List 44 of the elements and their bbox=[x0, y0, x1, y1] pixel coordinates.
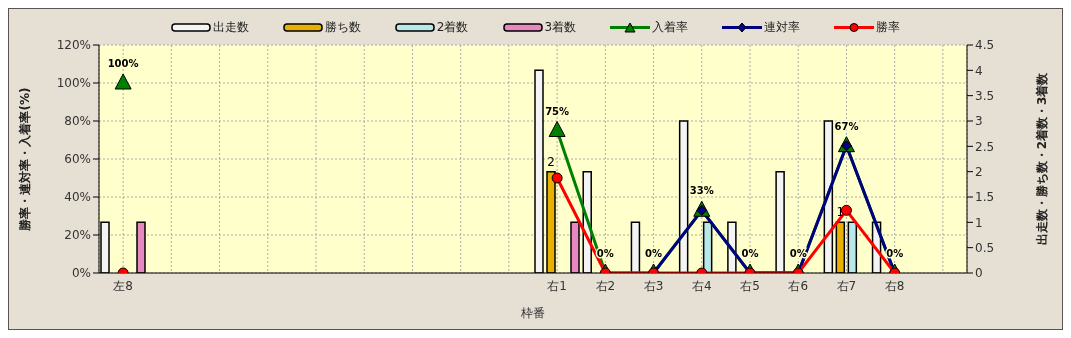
y2-tick-label: 1 bbox=[975, 215, 983, 230]
legend-label: 勝率 bbox=[876, 19, 901, 36]
y-axis-title: 勝率・連対率・入着率(%) bbox=[18, 87, 33, 232]
y2-axis-title: 出走数・勝ち数・2着数・3着数 bbox=[1035, 71, 1050, 246]
data-label: 33% bbox=[689, 185, 714, 197]
y2-tick-label: 3.5 bbox=[975, 88, 995, 103]
data-label: 1 bbox=[836, 205, 845, 220]
y2-tick-label: 4.5 bbox=[975, 38, 995, 53]
y2-tick-label: 1.5 bbox=[975, 190, 995, 205]
y-tick-label: 100% bbox=[56, 76, 91, 91]
legend-label: 入着率 bbox=[652, 19, 689, 36]
x-tick-label: 右6 bbox=[788, 278, 809, 293]
y-tick-label: 0% bbox=[71, 266, 91, 281]
x-tick-label: 右7 bbox=[836, 278, 857, 293]
y-tick-label: 20% bbox=[64, 228, 91, 243]
x-tick-label: 右2 bbox=[595, 278, 616, 293]
y2-tick-label: 0.5 bbox=[975, 240, 995, 255]
x-tick-label: 右5 bbox=[740, 278, 760, 293]
y-tick-label: 40% bbox=[64, 190, 91, 205]
data-label: 0% bbox=[741, 248, 759, 259]
y-tick-label: 60% bbox=[64, 152, 91, 167]
x-tick-label: 右8 bbox=[884, 278, 905, 293]
legend-label: 3着数 bbox=[544, 19, 577, 36]
legend-label: 連対率 bbox=[764, 19, 801, 36]
y2-tick-label: 2.5 bbox=[975, 139, 995, 154]
y-tick-label: 80% bbox=[64, 114, 91, 129]
y-tick-label: 120% bbox=[56, 38, 91, 53]
x-tick-label: 右3 bbox=[643, 278, 664, 293]
y2-tick-label: 2 bbox=[975, 164, 983, 179]
legend-label: 出走数 bbox=[212, 19, 249, 36]
x-tick-label: 右4 bbox=[691, 278, 712, 293]
data-label: 100% bbox=[107, 58, 139, 69]
x-tick-label: 左8 bbox=[113, 278, 133, 293]
data-label: 67% bbox=[834, 120, 859, 132]
data-label: 2 bbox=[547, 154, 555, 169]
x-axis-title: 枠番 bbox=[520, 306, 545, 320]
x-tick-label: 右1 bbox=[547, 278, 567, 293]
legend-label: 勝ち数 bbox=[324, 19, 361, 36]
y2-tick-label: 4 bbox=[975, 63, 983, 78]
legend-label: 2着数 bbox=[436, 19, 469, 36]
data-label: 75% bbox=[545, 105, 570, 117]
y2-tick-label: 0 bbox=[975, 266, 983, 281]
data-label: 0% bbox=[645, 248, 663, 259]
y2-tick-label: 3 bbox=[975, 114, 983, 129]
